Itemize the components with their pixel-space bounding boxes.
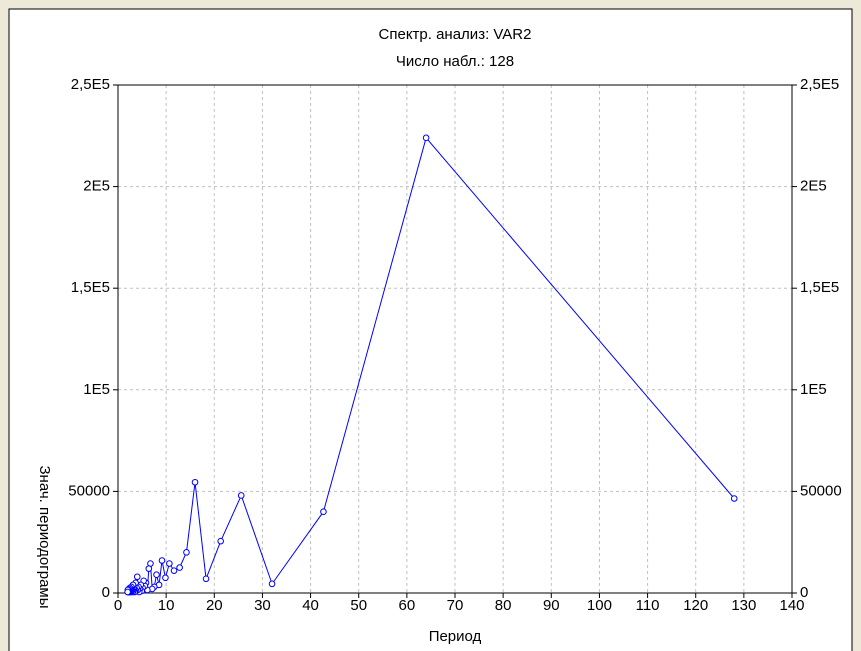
data-point: [166, 560, 173, 567]
data-point: [170, 567, 178, 574]
data-point: [202, 575, 210, 583]
data-point: [191, 478, 199, 486]
x-tick-label: 30: [254, 597, 271, 614]
y-tick-label: 0: [102, 584, 110, 601]
data-point: [133, 573, 141, 581]
y-tick-label-right: 2E5: [800, 178, 827, 195]
data-point: [153, 571, 160, 579]
x-tick-label: 80: [495, 597, 512, 614]
x-axis-label: Период: [429, 628, 482, 645]
x-tick-label: 100: [587, 597, 612, 614]
chart-subtitle: Число набл.: 128: [396, 53, 514, 70]
y-tick-label-right: 2,5E5: [800, 76, 839, 93]
chart-title: Спектр. анализ: VAR2: [379, 26, 532, 43]
x-tick-label: 40: [302, 597, 319, 614]
data-point: [320, 508, 327, 516]
x-tick-label: 90: [543, 597, 560, 614]
plot-frame: [117, 84, 793, 594]
data-point: [183, 549, 190, 556]
y-tick-label-right: 50000: [800, 482, 842, 499]
y-tick-label-right: 0: [800, 584, 808, 601]
data-point: [422, 134, 430, 142]
x-tick-label: 140: [779, 597, 804, 614]
x-tick-label: 50: [350, 597, 367, 614]
y-tick-label: 2,5E5: [71, 76, 110, 93]
data-point: [268, 580, 276, 588]
x-tick-label: 130: [731, 597, 756, 614]
y-tick-label: 1,5E5: [71, 279, 110, 296]
data-point: [217, 537, 224, 545]
data-point: [145, 565, 153, 572]
y-tick-label: 1E5: [83, 381, 110, 398]
x-tick-label: 10: [158, 597, 175, 614]
data-point: [158, 557, 166, 564]
x-tick-label: 120: [683, 597, 708, 614]
y-tick-label: 50000: [68, 482, 110, 499]
x-tick-label: 0: [114, 597, 122, 614]
x-tick-label: 20: [206, 597, 223, 614]
y-tick-label-right: 1E5: [800, 381, 827, 398]
data-point: [176, 564, 183, 571]
y-tick-label-right: 1,5E5: [800, 279, 839, 296]
x-tick-label: 110: [636, 597, 660, 614]
x-tick-label: 60: [399, 597, 416, 614]
y-axis-label: Знач. периодограмы: [36, 465, 53, 608]
x-tick-label: 70: [447, 597, 464, 614]
data-point: [124, 588, 131, 596]
data-point: [237, 492, 245, 499]
chart-frame: [8, 8, 853, 651]
data-point: [162, 574, 169, 582]
y-tick-label: 2E5: [83, 178, 110, 195]
data-point: [730, 495, 738, 502]
